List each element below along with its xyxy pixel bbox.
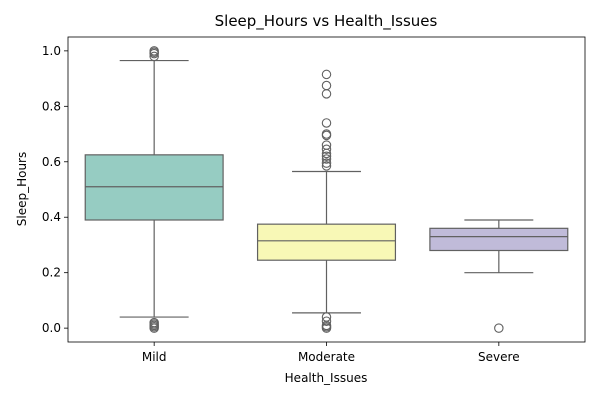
outlier-point-moderate: [321, 140, 332, 150]
outlier-point-moderate: [321, 312, 332, 322]
box-mild: [84, 154, 224, 221]
plot-area: 0.0 0.2 0.4 0.6 0.8 1.0 Mild Moderate Severe: [42, 36, 586, 364]
y-tick-label: 0.2: [42, 266, 61, 280]
y-tick-label: 0.6: [42, 155, 61, 169]
outlier-point-moderate: [321, 144, 332, 155]
box-moderate: [256, 223, 397, 261]
x-axis-label: Health_Issues: [285, 371, 368, 385]
y-tick-label: 0.8: [42, 99, 61, 113]
outlier-point-moderate: [321, 161, 332, 171]
outlier-point-moderate: [321, 69, 332, 80]
outlier-point-moderate: [321, 118, 332, 128]
x-tick-label-moderate: Moderate: [298, 350, 355, 364]
x-tick-label-severe: Severe: [478, 350, 520, 364]
outlier-point-mild: [149, 51, 159, 62]
outlier-point-mild: [149, 317, 159, 328]
x-tick-label-mild: Mild: [142, 350, 167, 364]
box-severe: [429, 227, 569, 252]
outlier-point-moderate: [321, 129, 332, 139]
y-tick-label: 0.4: [42, 210, 61, 224]
y-tick-label: 0.0: [42, 321, 61, 335]
outlier-point-moderate: [321, 154, 332, 164]
outlier-point-moderate: [321, 89, 332, 99]
outlier-point-severe: [494, 323, 504, 333]
outlier-point-moderate: [321, 80, 332, 91]
outlier-point-moderate: [321, 151, 332, 161]
y-axis-label: Sleep_Hours: [15, 152, 29, 227]
y-tick-label: 1.0: [42, 44, 61, 58]
outlier-point-moderate: [321, 158, 332, 168]
chart-title: Sleep_Hours vs Health_Issues: [215, 12, 438, 31]
outlier-point-moderate: [321, 316, 332, 326]
outlier-point-mild: [149, 46, 159, 56]
